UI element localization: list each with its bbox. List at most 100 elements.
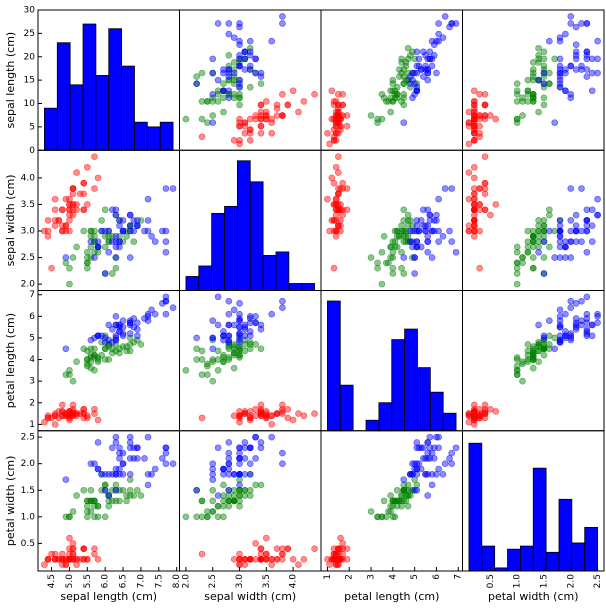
y-tick-label: 5 — [29, 122, 35, 132]
scatter-point — [87, 233, 95, 240]
scatter-point — [540, 217, 548, 224]
hist-bar — [44, 107, 58, 151]
scatter-point — [367, 254, 375, 261]
scatter-point — [328, 87, 336, 95]
scatter-point — [465, 140, 473, 148]
scatter-point — [411, 90, 418, 98]
scatter-point — [279, 550, 286, 558]
y-tick-label: 1.0 — [21, 512, 36, 522]
scatter-point — [556, 332, 564, 340]
scatter-point — [273, 556, 281, 563]
x-tick-label: 8.0 — [172, 574, 182, 589]
scatter-point — [435, 465, 442, 473]
scatter-point — [409, 76, 416, 84]
scatter-point — [300, 98, 308, 105]
scatter-point — [209, 69, 217, 77]
scatter-point — [225, 465, 233, 473]
scatter-point — [105, 238, 113, 245]
scatter-point — [116, 455, 123, 462]
scatter-point — [529, 364, 537, 372]
scatter-point — [105, 343, 113, 350]
scatter-point — [230, 492, 238, 499]
scatter-point — [470, 101, 478, 109]
scatter-point — [465, 108, 473, 116]
scatter-point — [112, 465, 120, 473]
scatter-point — [236, 140, 243, 148]
scatter-point — [91, 227, 98, 235]
x-tick-label: 0.5 — [486, 574, 496, 588]
scatter-point — [430, 41, 438, 49]
scatter-point — [594, 195, 601, 203]
scatter-point — [572, 48, 580, 56]
scatter-point — [105, 492, 113, 499]
scatter-point — [214, 356, 222, 363]
scatter-point — [73, 556, 80, 563]
y-tick-label: 2 — [29, 398, 35, 408]
y-tick-label: 2.5 — [21, 433, 35, 443]
y-tick-label: 2.0 — [21, 280, 36, 290]
scatter-point — [406, 73, 414, 80]
scatter-point — [572, 55, 580, 63]
scatter-point — [126, 227, 134, 235]
scatter-point — [413, 471, 421, 478]
scatter-point — [119, 238, 127, 245]
scatter-point — [481, 401, 489, 409]
scatter-point — [119, 486, 127, 494]
scatter-point — [123, 492, 130, 499]
scatter-point — [119, 217, 127, 224]
scatter-point — [481, 408, 489, 415]
scatter-point — [112, 439, 120, 446]
scatter-point — [112, 481, 120, 489]
scatter-point — [387, 87, 394, 95]
scatter-point — [426, 48, 434, 56]
scatter-point — [476, 90, 483, 98]
scatter-point — [246, 556, 254, 563]
scatter-point — [41, 561, 48, 568]
scatter-point — [94, 332, 102, 340]
scatter-point — [241, 122, 249, 130]
scatter-point — [257, 556, 265, 563]
scatter-point — [556, 254, 564, 261]
scatter-point — [324, 195, 331, 203]
scatter-point — [55, 556, 63, 563]
scatter-point — [435, 30, 442, 38]
scatter-point — [230, 349, 238, 357]
scatter-point — [241, 323, 249, 331]
hist-bar — [224, 205, 238, 291]
scatter-point — [116, 233, 123, 240]
scatter-point — [252, 481, 259, 489]
scatter-point — [343, 185, 351, 192]
scatter-point — [119, 227, 127, 235]
scatter-point — [268, 37, 275, 45]
scatter-point — [428, 254, 436, 261]
scatter-point — [540, 270, 548, 277]
scatter-point — [134, 222, 141, 229]
scatter-point — [109, 233, 116, 240]
scatter-point — [126, 330, 134, 337]
scatter-point — [540, 238, 548, 245]
scatter-point — [343, 112, 351, 119]
scatter-point — [529, 59, 537, 66]
scatter-point — [225, 492, 233, 499]
scatter-point — [435, 433, 442, 441]
scatter-point — [198, 347, 206, 355]
scatter-point — [116, 222, 123, 229]
scatter-point — [594, 69, 601, 77]
scatter-point — [69, 545, 77, 552]
scatter-point — [332, 211, 340, 219]
scatter-point — [257, 439, 265, 446]
scatter-point — [236, 122, 243, 130]
hist-bar — [481, 545, 496, 572]
scatter-point — [225, 497, 233, 505]
scatter-point — [91, 497, 98, 505]
scatter-point — [94, 238, 102, 245]
scatter-point — [204, 98, 211, 105]
scatter-point — [402, 492, 410, 499]
scatter-point — [252, 112, 259, 119]
scatter-point — [578, 20, 585, 27]
scatter-point — [551, 55, 558, 63]
scatter-point — [76, 190, 84, 198]
y-tick-label: 2.0 — [21, 459, 36, 469]
scatter-point — [406, 52, 414, 59]
scatter-point — [337, 534, 344, 542]
